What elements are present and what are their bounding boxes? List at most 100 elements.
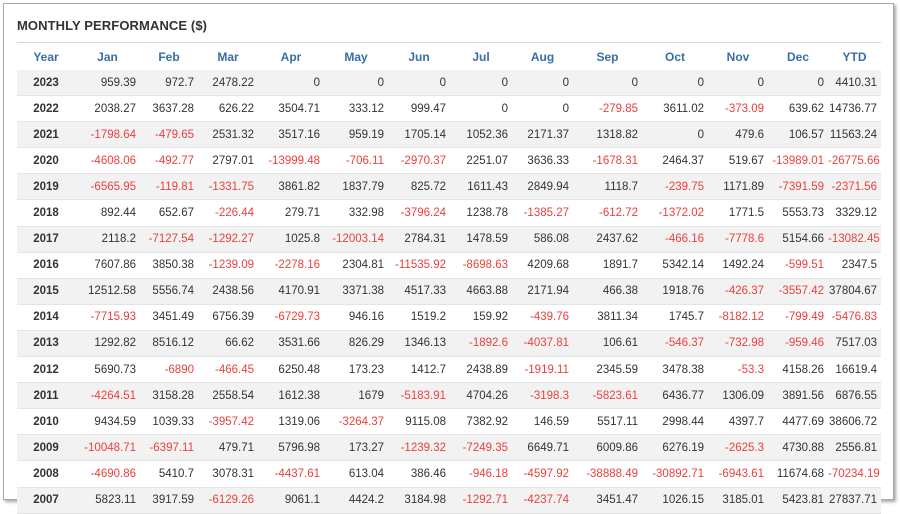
month-value-cell: 6250.48 [258, 356, 324, 384]
column-header-mar: Mar [217, 50, 239, 64]
month-value-cell: 2784.31 [388, 226, 450, 253]
month-value-cell: 5410.7 [140, 460, 198, 488]
month-value-cell: -2625.3 [708, 434, 768, 462]
month-value-cell: -706.11 [324, 147, 388, 175]
month-value-cell: 0 [258, 70, 324, 97]
month-value-cell: -6729.73 [258, 304, 324, 331]
month-value-cell: -1919.11 [512, 356, 573, 384]
month-value-cell: -3796.24 [388, 199, 450, 227]
month-value-cell: 2464.37 [642, 147, 708, 175]
month-value-cell: -946.18 [450, 460, 512, 488]
month-value-cell: 1039.33 [140, 408, 198, 436]
month-value-cell: 1118.7 [573, 173, 642, 201]
month-value-cell: 146.59 [512, 408, 573, 436]
month-value-cell: 0 [708, 70, 768, 97]
month-value-cell: 386.46 [388, 460, 450, 488]
month-value-cell: -38888.49 [573, 460, 642, 488]
month-value-cell: 2251.07 [450, 147, 512, 175]
year-cell: 2020 [17, 147, 75, 175]
month-value-cell: 1705.14 [388, 121, 450, 149]
month-value-cell: 1346.13 [388, 330, 450, 358]
table-row: 2020 -4608.06 -492.77 2797.01 -13999.48 -706.… [17, 147, 881, 175]
table-row: 2013 1292.82 8516.12 66.62 3531.66 826.29 1346… [17, 330, 881, 358]
month-value-cell: 479.6 [708, 121, 768, 149]
month-value-cell: -239.75 [642, 173, 708, 201]
month-value-cell: -1678.31 [573, 147, 642, 175]
ytd-cell: 14736.77 [828, 95, 881, 123]
month-value-cell: 6436.77 [642, 382, 708, 410]
month-value-cell: 3891.56 [768, 382, 828, 410]
month-value-cell: 959.39 [75, 70, 140, 97]
table-row: 2007 5823.11 3917.59 -6129.26 9061.1 4424.2 31… [17, 487, 881, 514]
month-value-cell: 3078.31 [198, 460, 258, 488]
month-value-cell: 3917.59 [140, 487, 198, 514]
month-value-cell: -373.09 [708, 95, 768, 123]
table-row: 2009 -10048.71 -6397.11 479.71 5796.98 173.27… [17, 434, 881, 462]
table-header-row: Year Jan Feb Mar Apr May Jun Jul Aug Sep Oct Nov Dec… [17, 44, 881, 70]
ytd-cell: -2371.56 [828, 173, 881, 201]
month-value-cell: -1385.27 [512, 199, 573, 227]
month-value-cell: 1679 [324, 382, 388, 410]
month-value-cell: 2849.94 [512, 173, 573, 201]
month-value-cell: 4517.33 [388, 278, 450, 305]
month-value-cell: -1292.27 [198, 226, 258, 253]
month-value-cell: 279.71 [258, 199, 324, 227]
month-value-cell: -226.44 [198, 199, 258, 227]
month-value-cell: 1306.09 [708, 382, 768, 410]
title-divider [17, 42, 881, 43]
column-header-nov: Nov [726, 50, 750, 64]
month-value-cell: -1372.02 [642, 199, 708, 227]
month-value-cell: -4264.51 [75, 382, 140, 410]
month-value-cell: 4158.26 [768, 356, 828, 384]
year-cell: 2008 [17, 460, 75, 488]
month-value-cell: 1238.78 [450, 199, 512, 227]
month-value-cell: -3198.3 [512, 382, 573, 410]
column-header-sep: Sep [596, 50, 619, 64]
month-value-cell: 999.47 [388, 95, 450, 123]
month-value-cell: 6009.86 [573, 434, 642, 462]
table-row: 2015 12512.58 5556.74 2438.56 4170.91 3371.38… [17, 278, 881, 305]
month-value-cell: 1319.06 [258, 408, 324, 436]
month-value-cell: -7127.54 [140, 226, 198, 253]
month-value-cell: 466.38 [573, 278, 642, 305]
month-value-cell: -546.37 [642, 330, 708, 358]
month-value-cell: 4477.69 [768, 408, 828, 436]
month-value-cell: 3850.38 [140, 252, 198, 279]
month-value-cell: 1025.8 [258, 226, 324, 253]
ytd-cell: 7517.03 [828, 330, 881, 358]
month-value-cell: 946.16 [324, 304, 388, 331]
month-value-cell: 3158.28 [140, 382, 198, 410]
month-value-cell: 1611.43 [450, 173, 512, 201]
month-value-cell: -7249.35 [450, 434, 512, 462]
month-value-cell: 3451.49 [140, 304, 198, 331]
month-value-cell: 0 [324, 70, 388, 97]
month-value-cell: 1612.38 [258, 382, 324, 410]
year-cell: 2009 [17, 434, 75, 462]
column-header-year: Year [33, 50, 59, 64]
month-value-cell: 2438.89 [450, 356, 512, 384]
table-row: 2022 2038.27 3637.28 626.22 3504.71 333.12 999… [17, 95, 881, 123]
month-value-cell: 1918.76 [642, 278, 708, 305]
month-value-cell: -959.46 [768, 330, 828, 358]
month-value-cell: 639.62 [768, 95, 828, 123]
column-header-jul: Jul [472, 50, 490, 64]
month-value-cell: 3504.71 [258, 95, 324, 123]
month-value-cell: 8516.12 [140, 330, 198, 358]
table-row: 2023 959.39 972.7 2478.22 0 0 0 0 0 0 0 0 0 4410.31 [17, 70, 881, 97]
month-value-cell: -2970.37 [388, 147, 450, 175]
column-header-oct: Oct [664, 50, 685, 64]
month-value-cell: 1292.82 [75, 330, 140, 358]
month-value-cell: 3811.34 [573, 304, 642, 331]
year-cell: 2014 [17, 304, 75, 331]
month-value-cell: 1412.7 [388, 356, 450, 384]
year-cell: 2023 [17, 70, 75, 97]
month-value-cell: -5183.91 [388, 382, 450, 410]
month-value-cell: 2558.54 [198, 382, 258, 410]
month-value-cell: 9061.1 [258, 487, 324, 514]
month-value-cell: 4209.68 [512, 252, 573, 279]
monthly-performance-table: Year Jan Feb Mar Apr May Jun Jul Aug Sep Oct Nov Dec… [17, 44, 881, 514]
month-value-cell: 4730.88 [768, 434, 828, 462]
month-value-cell: 1891.7 [573, 252, 642, 279]
month-value-cell: -6890 [140, 356, 198, 384]
month-value-cell: 1771.5 [708, 199, 768, 227]
